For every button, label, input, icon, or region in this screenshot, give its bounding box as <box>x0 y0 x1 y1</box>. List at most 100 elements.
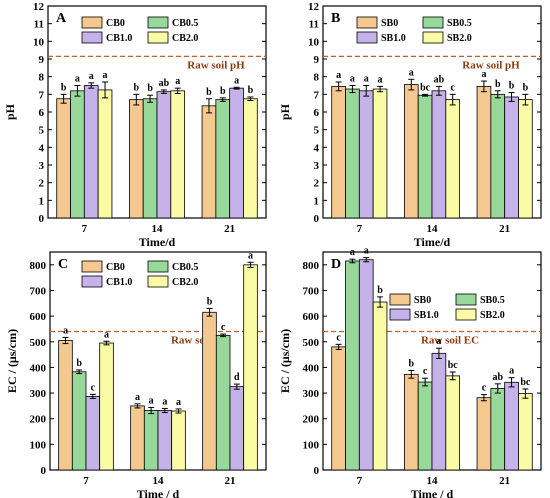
y-tick-label: 400 <box>303 362 320 374</box>
y-tick-label: 500 <box>303 337 320 349</box>
legend-entry: SB0 <box>414 295 431 306</box>
bar <box>417 381 433 471</box>
legend-entry: SB1.0 <box>414 310 439 321</box>
y-tick-label: 9 <box>314 54 320 66</box>
y-tick-label: 2 <box>39 178 45 190</box>
bar <box>431 90 447 219</box>
y-tick-label: 10 <box>308 36 320 48</box>
significance-label: b <box>76 358 82 369</box>
legend-entry: SB2.0 <box>447 33 472 44</box>
bar <box>445 375 461 471</box>
raw-soil-label: Raw soil EC <box>421 335 479 347</box>
y-tick-label: 300 <box>303 388 320 400</box>
y-tick-label: 600 <box>30 311 47 323</box>
y-tick-label: 6 <box>39 107 45 119</box>
y-tick-label: 800 <box>303 260 320 272</box>
y-tick-label: 700 <box>303 285 320 297</box>
y-tick-label: 200 <box>303 414 320 426</box>
x-axis-title: Time/d <box>414 235 451 249</box>
bar <box>97 89 113 219</box>
legend-swatch <box>389 293 411 306</box>
x-tick-label: 14 <box>152 223 164 235</box>
significance-label: b <box>147 83 153 94</box>
x-tick-label: 14 <box>427 223 439 235</box>
y-tick-label: 10 <box>33 36 45 48</box>
bar <box>345 260 360 471</box>
bar <box>403 84 419 219</box>
significance-label: a <box>350 74 355 85</box>
bar <box>85 395 101 471</box>
bar <box>490 93 506 219</box>
y-tick-label: 2 <box>314 178 320 190</box>
y-tick-label: 100 <box>303 439 320 451</box>
bar <box>128 99 144 219</box>
significance-label: b <box>206 87 212 98</box>
y-axis-title: EC / (μs/cm) <box>278 329 292 393</box>
significance-label: a <box>409 67 414 78</box>
panel-letter: C <box>58 257 68 272</box>
x-tick-label: 21 <box>225 475 236 487</box>
bar <box>130 405 145 471</box>
bar <box>372 301 388 471</box>
significance-label: a <box>63 325 68 336</box>
bar <box>143 410 159 471</box>
y-tick-label: 3 <box>314 160 320 172</box>
legend-swatch <box>422 31 444 44</box>
bar <box>431 352 447 471</box>
significance-label: c <box>91 382 96 393</box>
y-tick-label: 3 <box>39 160 45 172</box>
y-tick-label: 8 <box>39 72 45 84</box>
legend-swatch <box>81 275 103 288</box>
bar <box>504 381 519 471</box>
bar <box>142 98 158 219</box>
x-tick-label: 14 <box>427 475 439 487</box>
bar <box>170 90 186 219</box>
significance-label: a <box>104 329 109 340</box>
significance-label: a <box>149 395 154 406</box>
legend-entry: CB0 <box>106 18 125 29</box>
bar <box>70 90 85 219</box>
y-tick-label: 100 <box>30 439 47 451</box>
significance-label: a <box>364 74 369 85</box>
significance-label: bc <box>420 82 431 93</box>
y-tick-label: 11 <box>34 19 44 31</box>
significance-label: a <box>509 366 514 377</box>
bar <box>372 88 388 219</box>
y-tick-label: 1 <box>314 195 320 207</box>
significance-label: bc <box>520 377 531 388</box>
significance-label: a <box>378 74 383 85</box>
significance-label: c <box>423 366 428 377</box>
significance-label: a <box>75 74 80 85</box>
significance-label: a <box>175 76 180 87</box>
bar <box>215 334 231 471</box>
significance-label: a <box>176 397 181 408</box>
bar <box>518 99 533 219</box>
panel-letter: B <box>331 11 340 26</box>
y-tick-label: 9 <box>39 54 45 66</box>
y-axis-title: pH <box>3 103 17 120</box>
y-tick-label: 200 <box>30 414 47 426</box>
legend-swatch <box>81 16 103 29</box>
legend-entry: CB1.0 <box>106 33 132 44</box>
legend-swatch <box>422 16 444 29</box>
significance-label: b <box>409 358 415 369</box>
significance-label: a <box>481 69 486 80</box>
bar <box>83 85 99 219</box>
y-tick-label: 500 <box>30 337 47 349</box>
legend-entry: CB2.0 <box>172 33 198 44</box>
significance-label: b <box>61 82 67 93</box>
legend-entry: CB2.0 <box>172 277 198 288</box>
bar <box>345 88 360 219</box>
legend-swatch <box>356 16 378 29</box>
x-tick-label: 7 <box>357 475 363 487</box>
legend-entry: CB0.5 <box>172 262 198 273</box>
y-tick-label: 0 <box>41 465 47 477</box>
bar <box>201 105 217 219</box>
y-tick-label: 4 <box>314 142 320 154</box>
significance-label: b <box>207 296 213 307</box>
y-axis-title: EC / (μs/cm) <box>5 329 19 393</box>
bar <box>157 410 173 471</box>
bar <box>229 87 244 219</box>
y-tick-label: 8 <box>314 72 320 84</box>
